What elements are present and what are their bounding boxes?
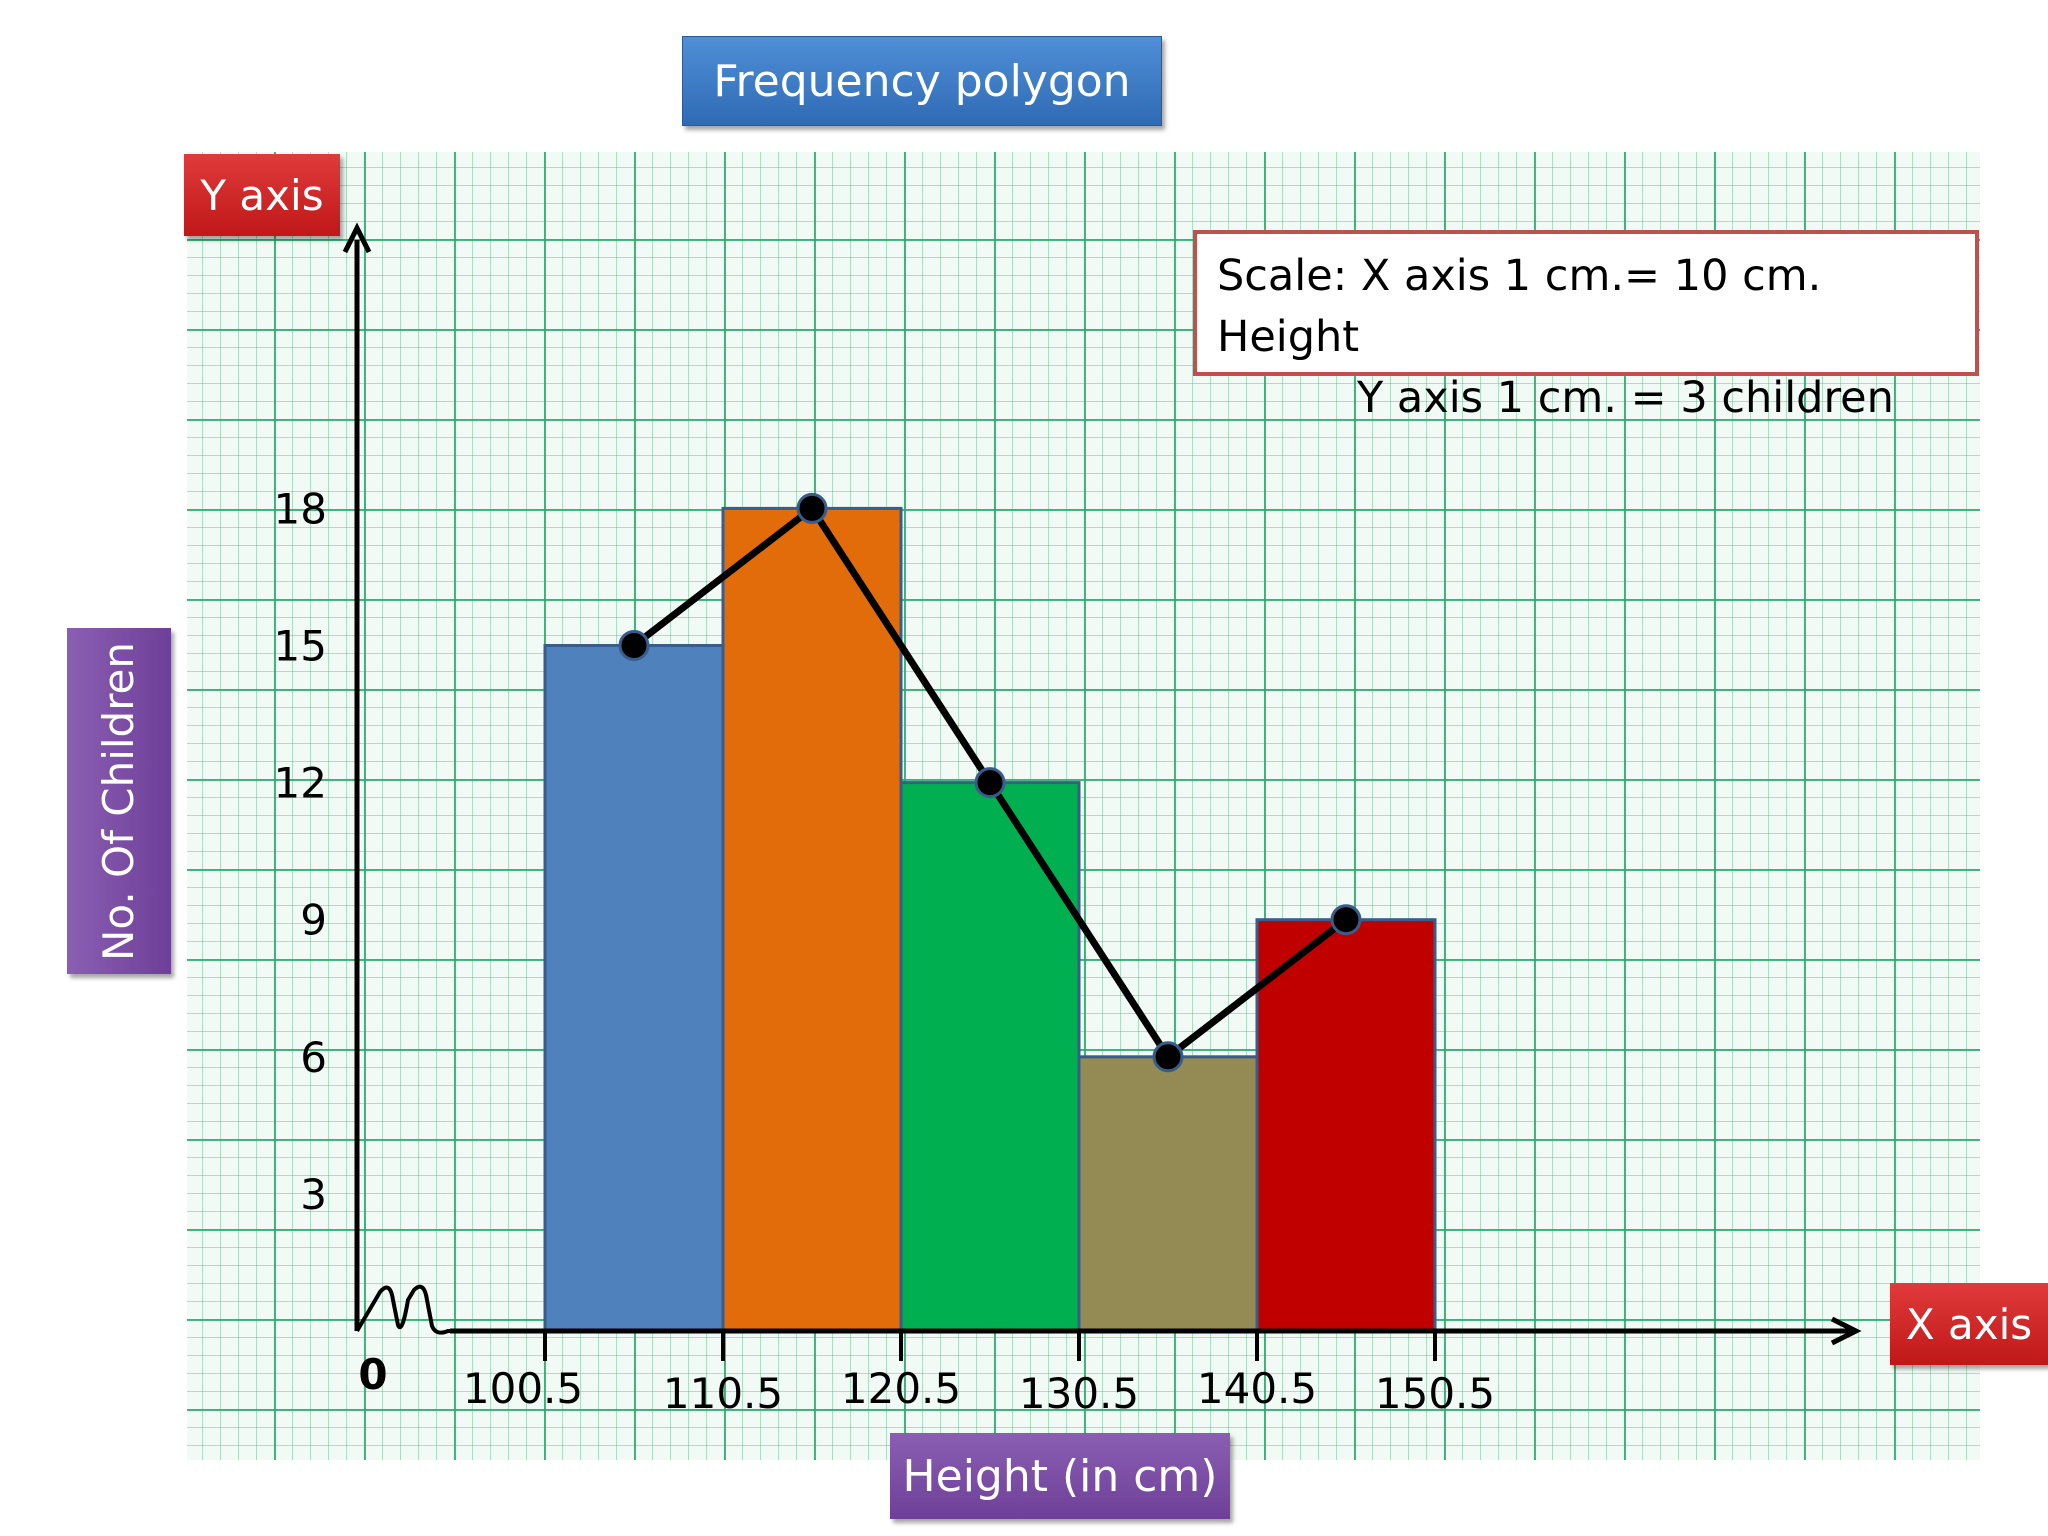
- y-axis-label: No. Of Children: [67, 628, 171, 974]
- x-tick-label: 100.5: [463, 1364, 583, 1413]
- x-axis-label: Height (in cm): [890, 1433, 1230, 1519]
- x-tick-label: 120.5: [841, 1364, 961, 1413]
- y-tick-label: 3: [300, 1170, 327, 1219]
- frequency-polygon-point: [796, 492, 828, 524]
- histogram-bar: [1255, 918, 1437, 1333]
- x-axis-label-text: Height (in cm): [902, 1450, 1218, 1502]
- x-tick-label: 130.5: [1019, 1369, 1139, 1418]
- scale-note: Scale: X axis 1 cm.= 10 cm. Height Y axi…: [1193, 230, 1979, 423]
- histogram-bar: [721, 506, 903, 1333]
- y-tick-label: 9: [300, 896, 327, 945]
- histogram-bar: [543, 644, 725, 1333]
- frequency-polygon-point: [1330, 904, 1362, 936]
- frequency-polygon-point: [974, 767, 1006, 799]
- x-tick-label: 140.5: [1197, 1364, 1317, 1413]
- y-axis-arrowhead: [342, 222, 372, 254]
- y-tick-label: 12: [274, 759, 327, 808]
- scale-note-line2: Y axis 1 cm. = 3 children: [1357, 373, 1894, 423]
- x-tick-label: 150.5: [1375, 1369, 1495, 1418]
- axis-break-kink: [355, 1284, 458, 1335]
- chart-title-text: Frequency polygon: [713, 55, 1131, 107]
- frequency-polygon-point: [618, 630, 650, 661]
- histogram-bar: [899, 781, 1081, 1333]
- scale-note-line1: Scale: X axis 1 cm.= 10 cm. Height: [1217, 251, 1822, 362]
- y-tick-label: 15: [274, 622, 327, 671]
- histogram-bar: [1077, 1055, 1259, 1333]
- chart-title: Frequency polygon: [682, 36, 1162, 126]
- x-tick-label: 110.5: [663, 1369, 783, 1418]
- y-axis-tag-text: Y axis: [200, 170, 324, 220]
- y-tick-label: 6: [300, 1033, 327, 1082]
- y-tick-label: 18: [274, 484, 327, 533]
- x-axis-tag: X axis: [1890, 1283, 2048, 1365]
- frequency-polygon-point: [1152, 1041, 1184, 1073]
- x-axis-arrowhead: [1830, 1316, 1862, 1346]
- y-axis-tag: Y axis: [184, 154, 340, 236]
- origin-label: 0: [358, 1350, 387, 1399]
- x-axis-tag-text: X axis: [1905, 1299, 2033, 1349]
